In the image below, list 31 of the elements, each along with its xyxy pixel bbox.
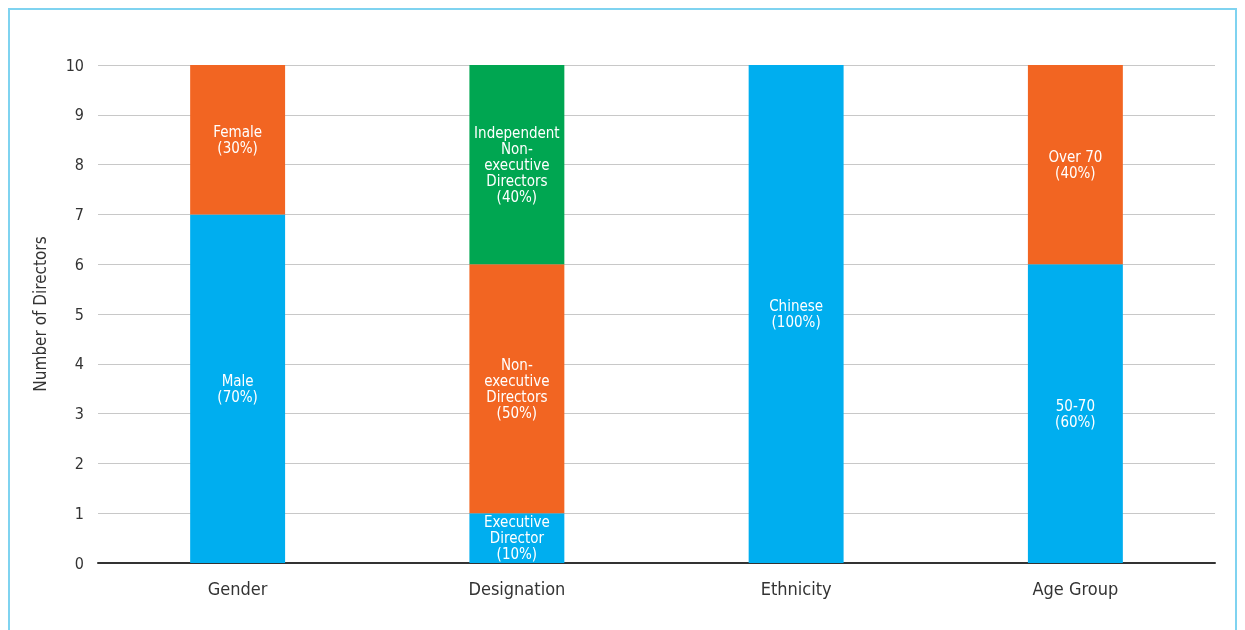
- annotation: Executive Director (10%): [484, 513, 550, 564]
- y-tick-label: 10: [65, 55, 84, 75]
- bar: [1027, 264, 1123, 563]
- y-tick-label: 7: [74, 204, 84, 224]
- x-tick-label: Gender: [207, 577, 268, 599]
- y-tick-label: 8: [74, 155, 84, 175]
- bar: [190, 65, 286, 215]
- x-tick-label: Designation: [468, 577, 566, 599]
- y-tick-label: 5: [74, 304, 84, 324]
- annotation: Female (30%): [213, 122, 262, 157]
- x-tick-label: Ethnicity: [760, 577, 833, 599]
- y-tick-label: 1: [74, 503, 84, 523]
- annotation: Over 70 (40%): [1048, 147, 1103, 182]
- x-tick-label: Age Group: [1032, 577, 1119, 599]
- annotation: Non- executive Directors (50%): [484, 355, 550, 422]
- y-axis-title: Number of Directors: [29, 236, 50, 392]
- bar: [748, 65, 844, 563]
- annotation: Chinese (100%): [769, 297, 824, 331]
- y-tick-label: 6: [74, 254, 84, 274]
- y-tick-label: 2: [74, 453, 84, 473]
- y-tick-label: 4: [74, 354, 84, 374]
- bar: [469, 65, 565, 265]
- bar: [469, 264, 565, 514]
- y-tick-label: 0: [74, 553, 84, 573]
- y-tick-label: 3: [74, 404, 84, 424]
- y-tick-label: 9: [74, 105, 84, 125]
- annotation: Independent Non- executive Directors (40%): [474, 123, 560, 206]
- annotation: 50-70 (60%): [1055, 396, 1096, 431]
- bar: [1027, 65, 1123, 265]
- bar: [190, 214, 286, 563]
- annotation: Male (70%): [217, 371, 258, 406]
